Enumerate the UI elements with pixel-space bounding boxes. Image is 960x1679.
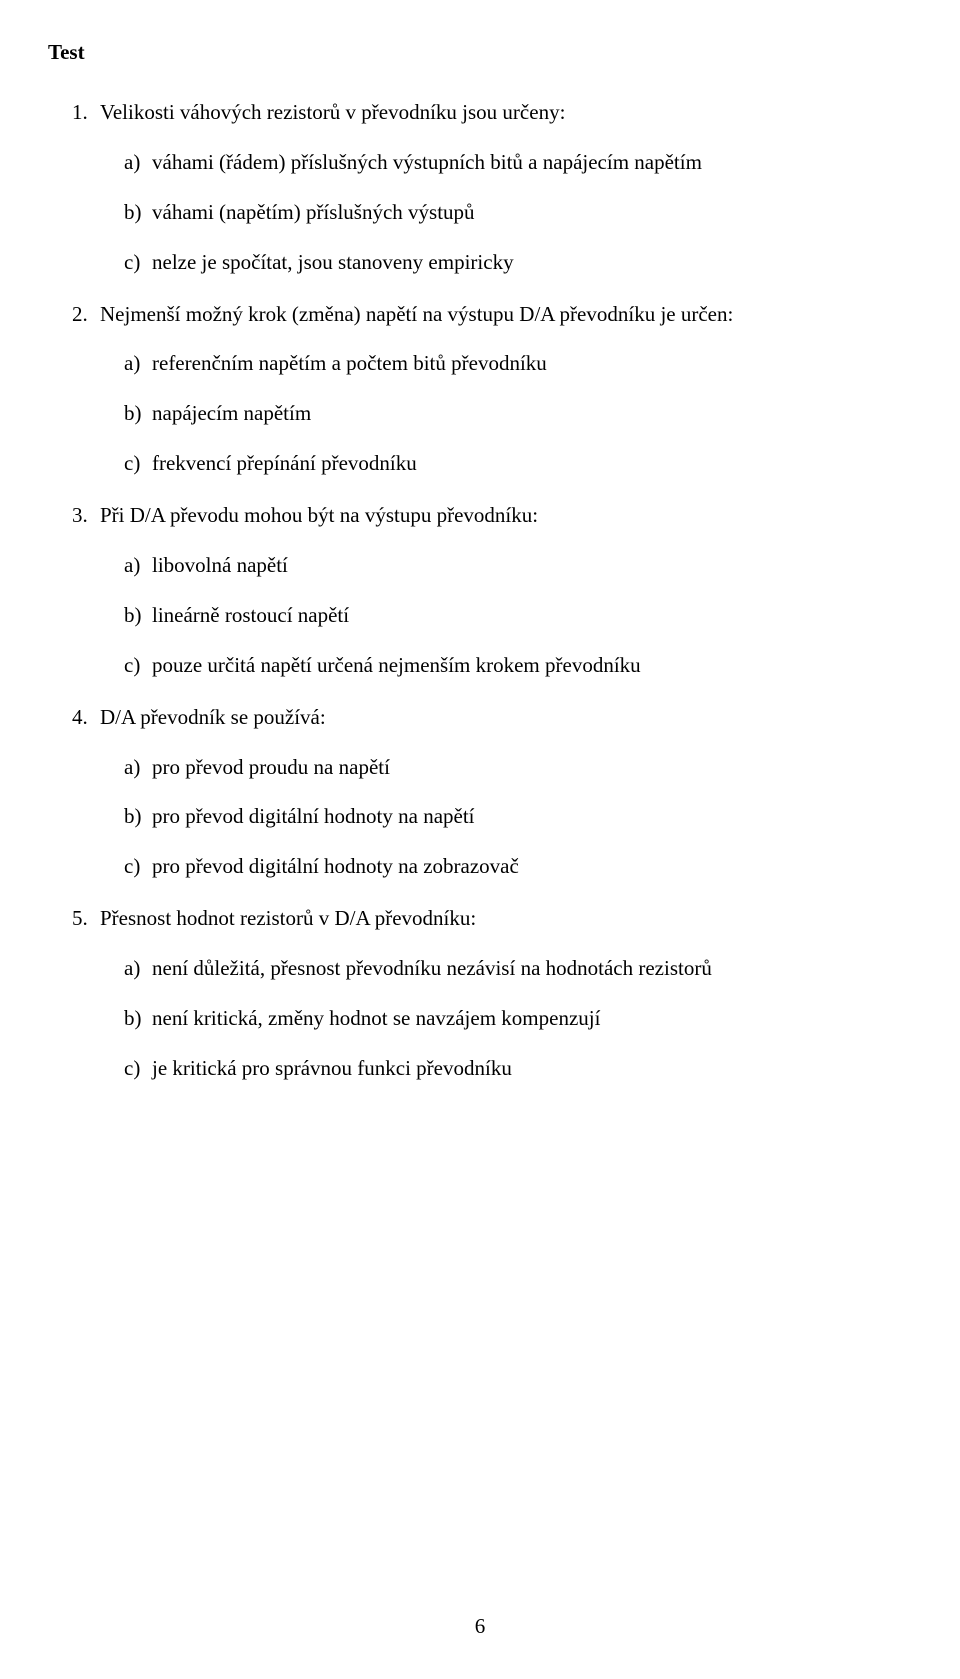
question-item: D/A převodník se používá: pro převod pro…: [72, 698, 912, 888]
options-list: referenčním napětím a počtem bitů převod…: [124, 344, 912, 484]
option-item: váhami (řádem) příslušných výstupních bi…: [124, 143, 912, 183]
option-item: je kritická pro správnou funkci převodní…: [124, 1049, 912, 1089]
option-item: není kritická, změny hodnot se navzájem …: [124, 999, 912, 1039]
question-item: Nejmenší možný krok (změna) napětí na vý…: [72, 295, 912, 485]
option-item: pro převod proudu na napětí: [124, 748, 912, 788]
option-item: váhami (napětím) příslušných výstupů: [124, 193, 912, 233]
question-item: Přesnost hodnot rezistorů v D/A převodní…: [72, 899, 912, 1089]
option-item: referenčním napětím a počtem bitů převod…: [124, 344, 912, 384]
question-item: Velikosti váhových rezistorů v převodník…: [72, 93, 912, 283]
options-list: pro převod proudu na napětí pro převod d…: [124, 748, 912, 888]
option-item: není důležitá, přesnost převodníku nezáv…: [124, 949, 912, 989]
options-list: libovolná napětí lineárně rostoucí napět…: [124, 546, 912, 686]
option-item: napájecím napětím: [124, 394, 912, 434]
question-text: Při D/A převodu mohou být na výstupu pře…: [100, 503, 538, 527]
document-page: Test Velikosti váhových rezistorů v přev…: [0, 0, 960, 1679]
questions-list: Velikosti váhových rezistorů v převodník…: [72, 93, 912, 1089]
option-item: frekvencí přepínání převodníku: [124, 444, 912, 484]
options-list: není důležitá, přesnost převodníku nezáv…: [124, 949, 912, 1089]
question-text: Nejmenší možný krok (změna) napětí na vý…: [100, 302, 733, 326]
question-item: Při D/A převodu mohou být na výstupu pře…: [72, 496, 912, 686]
option-item: libovolná napětí: [124, 546, 912, 586]
option-item: pro převod digitální hodnoty na napětí: [124, 797, 912, 837]
question-text: Velikosti váhových rezistorů v převodník…: [100, 100, 565, 124]
option-item: lineárně rostoucí napětí: [124, 596, 912, 636]
option-item: pouze určitá napětí určená nejmenším kro…: [124, 646, 912, 686]
option-item: pro převod digitální hodnoty na zobrazov…: [124, 847, 912, 887]
page-number: 6: [0, 1614, 960, 1639]
options-list: váhami (řádem) příslušných výstupních bi…: [124, 143, 912, 283]
option-item: nelze je spočítat, jsou stanoveny empiri…: [124, 243, 912, 283]
page-title: Test: [48, 40, 912, 65]
question-text: Přesnost hodnot rezistorů v D/A převodní…: [100, 906, 476, 930]
question-text: D/A převodník se používá:: [100, 705, 326, 729]
